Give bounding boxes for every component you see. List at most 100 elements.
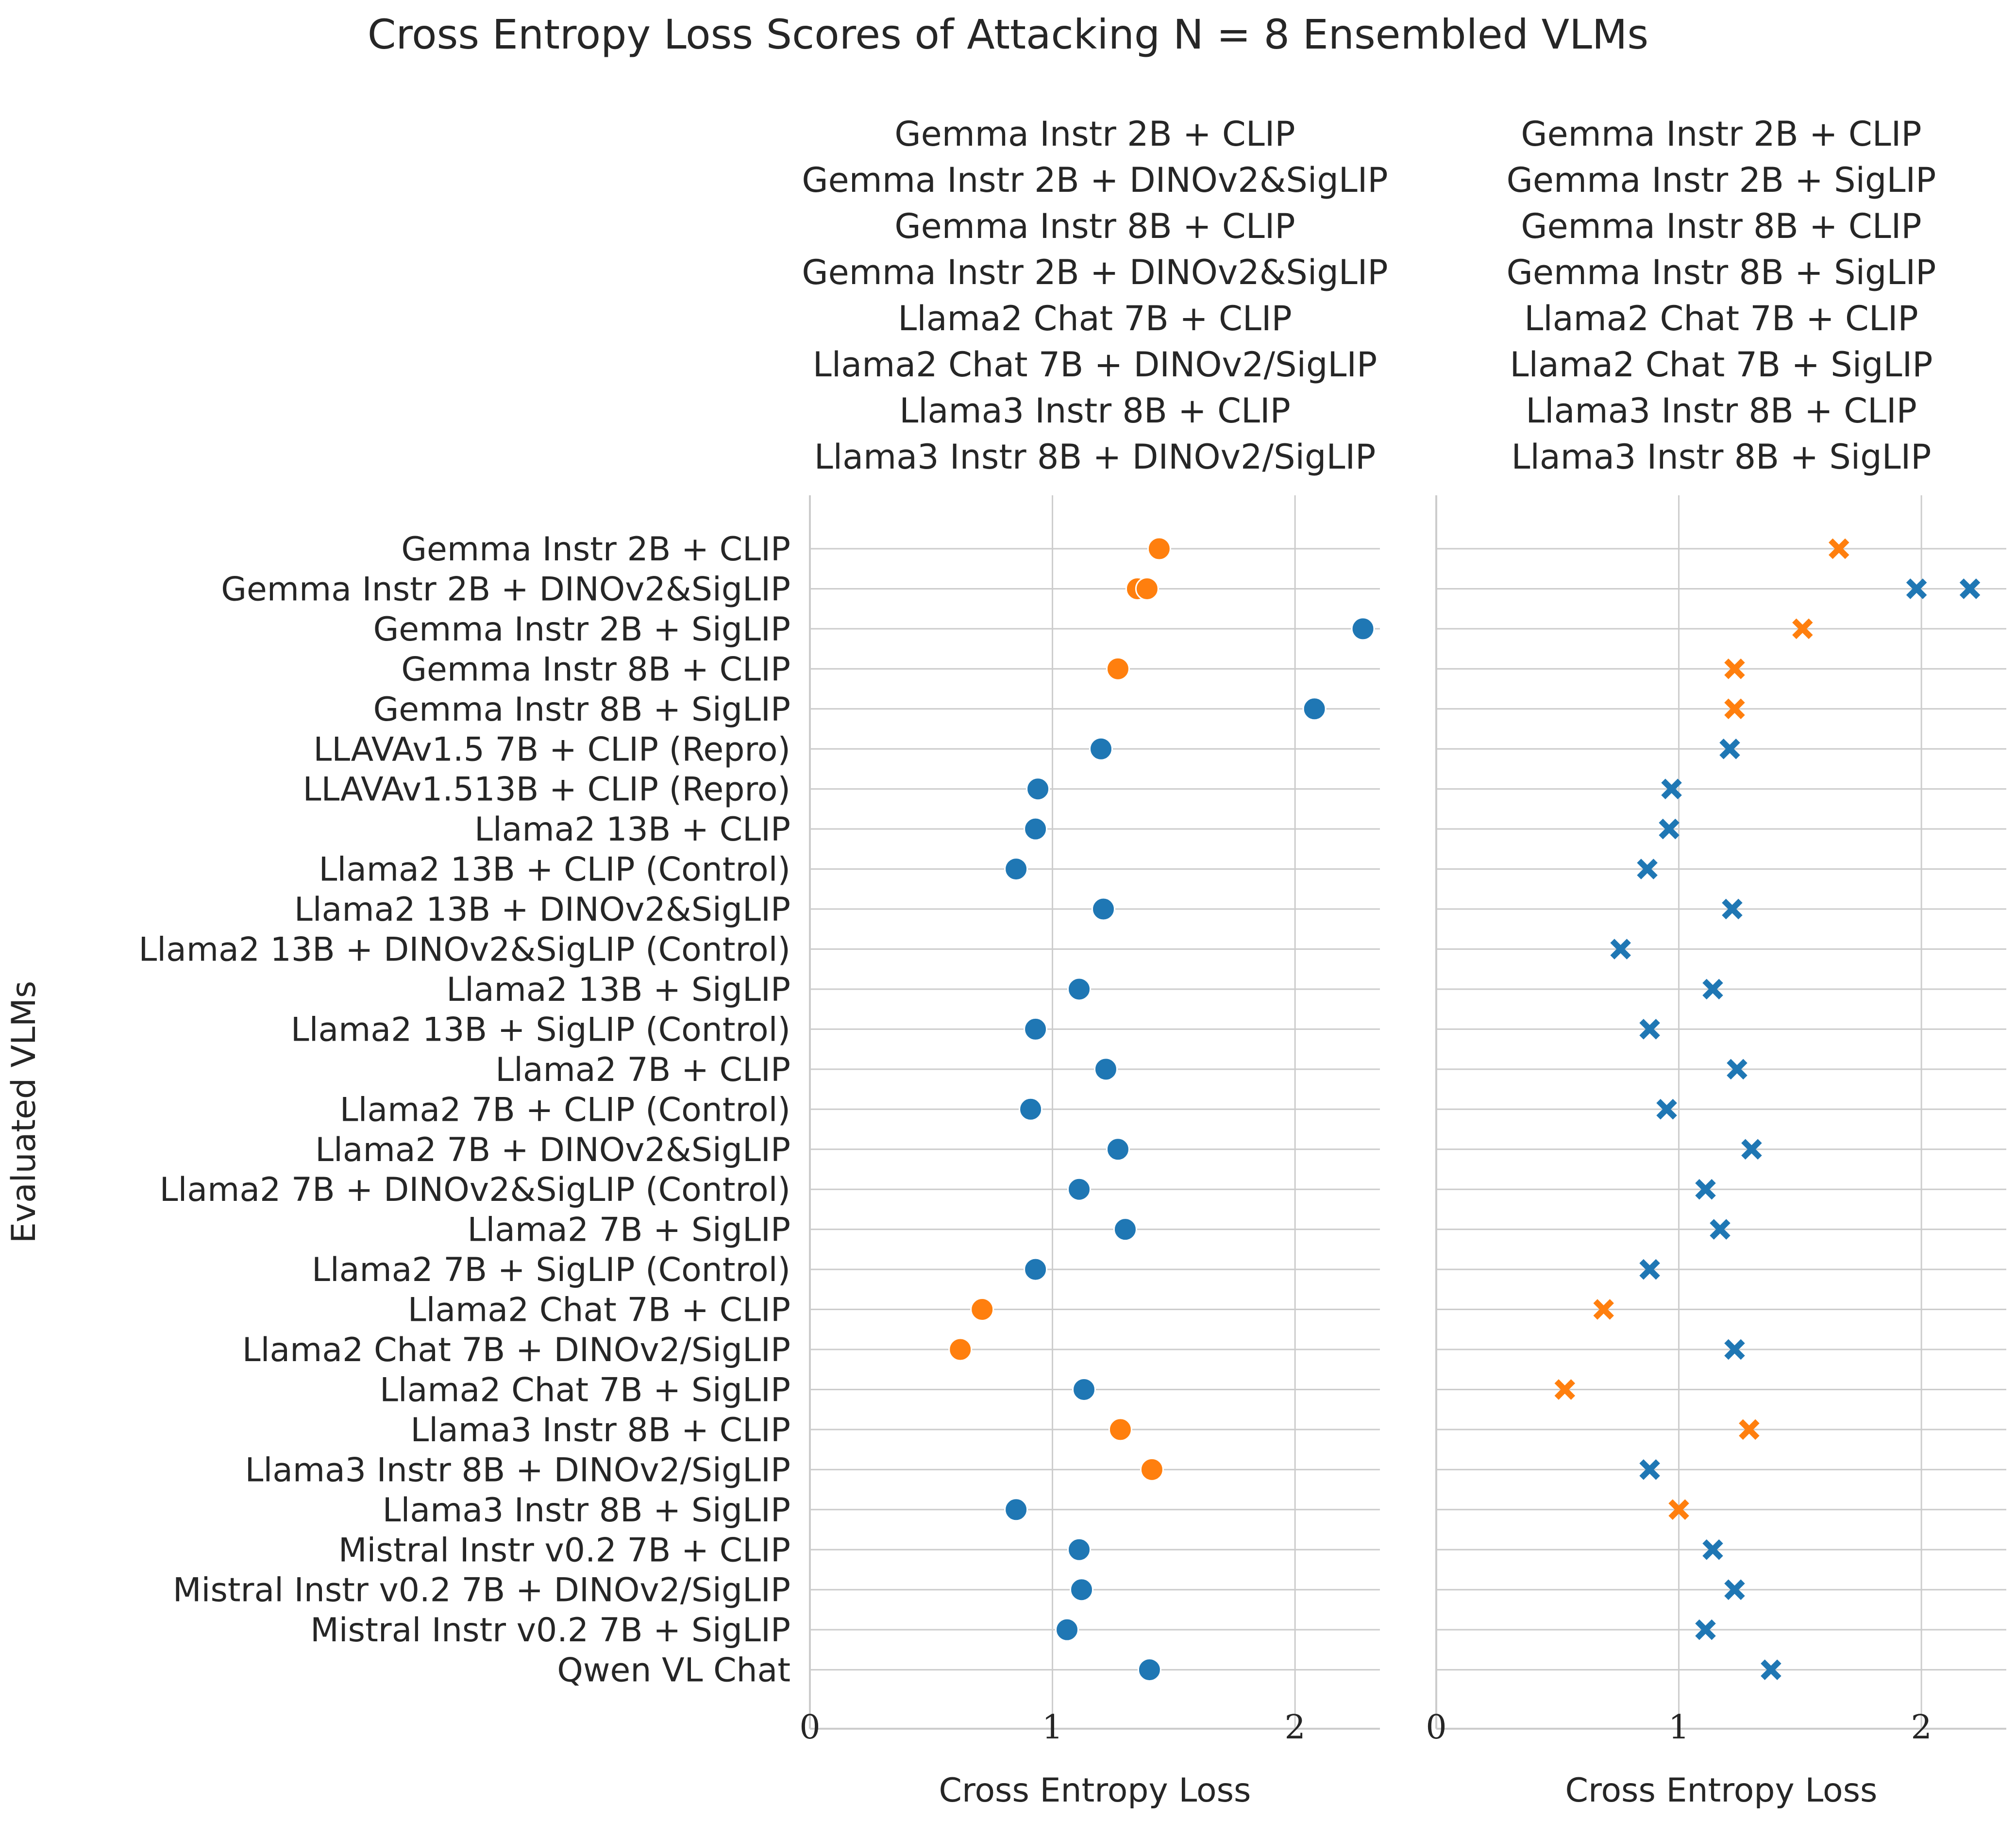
data-point-stroke (1695, 1619, 1716, 1640)
data-point-stroke (1661, 778, 1682, 799)
y-tick-label: Llama2 7B + DINOv2&SigLIP (Control) (160, 1171, 790, 1209)
data-point (1959, 578, 1981, 599)
y-tick-label: Llama3 Instr 8B + DINOv2/SigLIP (245, 1451, 790, 1489)
data-point-stroke (1727, 1059, 1747, 1080)
y-tick-label: Qwen VL Chat (557, 1652, 790, 1690)
y-tick-label: Llama2 13B + DINOv2&SigLIP (294, 891, 790, 929)
data-point (1906, 578, 1927, 599)
x-axis-label: Cross Entropy Loss (939, 1771, 1251, 1810)
data-point-stroke (1722, 898, 1743, 920)
data-point (1719, 739, 1740, 759)
y-tick-label: Llama2 13B + CLIP (474, 810, 790, 849)
panel-title-line: Gemma Instr 2B + DINOv2&SigLIP (802, 160, 1388, 200)
y-tick-label: Llama2 Chat 7B + SigLIP (380, 1371, 790, 1409)
data-point-stroke (1761, 1659, 1781, 1680)
panel-title-line: Gemma Instr 2B + DINOv2&SigLIP (802, 253, 1388, 292)
data-point-stroke (1639, 1459, 1660, 1480)
panel-2: Gemma Instr 2B + CLIP Gemma Instr 2B + Si… (1426, 114, 2006, 1810)
data-point-stroke (1719, 739, 1740, 759)
data-point-stroke (1959, 578, 1981, 599)
panel-title-line: Llama3 Instr 8B + SigLIP (1511, 437, 1931, 477)
data-point-stroke (1659, 818, 1680, 840)
x-tick-label: 0 (799, 1708, 820, 1747)
y-tick-label: Llama2 7B + CLIP (495, 1051, 790, 1089)
y-tick-label: Llama2 7B + SigLIP (467, 1211, 790, 1249)
data-point (1072, 1377, 1096, 1401)
y-tick-label: Llama2 Chat 7B + CLIP (408, 1291, 790, 1330)
data-point (1147, 537, 1171, 561)
panel-title-line: Llama2 Chat 7B + CLIP (1524, 299, 1918, 338)
data-point (1637, 859, 1658, 879)
panel-title-line: Llama2 Chat 7B + DINOv2/SigLIP (813, 345, 1378, 385)
data-point-stroke (1724, 698, 1745, 720)
y-tick-label: Gemma Instr 2B + CLIP (401, 530, 790, 569)
data-point (1639, 1019, 1660, 1040)
y-tick-label: Gemma Instr 2B + DINOv2&SigLIP (221, 570, 790, 608)
y-tick-label: Llama2 13B + SigLIP (Control) (291, 1011, 790, 1049)
data-point (1019, 1097, 1043, 1121)
y-tick-label: Llama2 Chat 7B + DINOv2/SigLIP (242, 1331, 790, 1369)
panel-title-line: Llama3 Instr 8B + CLIP (1526, 391, 1917, 431)
data-point (1659, 818, 1680, 840)
data-point (1710, 1219, 1730, 1240)
panel-title-line: Gemma Instr 8B + CLIP (1521, 206, 1921, 246)
y-tick-label: Llama2 13B + DINOv2&SigLIP (Control) (138, 931, 790, 969)
data-point (1004, 1498, 1028, 1522)
x-tick-label: 2 (1285, 1708, 1306, 1747)
data-point-stroke (1829, 538, 1849, 559)
data-point (1656, 1099, 1677, 1120)
panel-title-line: Gemma Instr 2B + SigLIP (1507, 160, 1936, 200)
panel-title-line: Gemma Instr 8B + SigLIP (1507, 253, 1936, 292)
y-tick-label: Mistral Instr v0.2 7B + DINOv2/SigLIP (173, 1571, 790, 1610)
data-point (1026, 777, 1050, 801)
data-point (1610, 939, 1631, 960)
data-point (1055, 1618, 1079, 1642)
data-point (948, 1337, 973, 1362)
chart-title: Cross Entropy Loss Scores of Attacking N… (368, 11, 1648, 58)
panel-title-line: Llama2 Chat 7B + CLIP (898, 299, 1292, 338)
data-point (1593, 1299, 1614, 1320)
y-tick-label: LLAVAv1.513B + CLIP (Repro) (303, 771, 790, 809)
data-point (1067, 1177, 1092, 1201)
data-point (1106, 657, 1130, 681)
data-point (1089, 737, 1113, 761)
data-point-stroke (1656, 1099, 1677, 1120)
y-tick-label: Llama2 7B + DINOv2&SigLIP (315, 1131, 790, 1169)
data-point (1702, 1539, 1723, 1560)
data-point-stroke (1639, 1259, 1660, 1280)
data-point-stroke (1724, 1579, 1745, 1600)
panel-title-line: Llama3 Instr 8B + DINOv2/SigLIP (814, 437, 1376, 477)
data-point (1722, 898, 1743, 920)
data-point-stroke (1668, 1499, 1689, 1520)
x-tick-label: 1 (1668, 1708, 1689, 1747)
y-tick-label: Llama3 Instr 8B + CLIP (410, 1411, 790, 1449)
data-point-stroke (1610, 939, 1631, 960)
data-point (1695, 1179, 1716, 1200)
data-point (1829, 538, 1849, 559)
data-point (1140, 1457, 1164, 1482)
y-tick-label: Llama2 13B + CLIP (Control) (319, 851, 790, 889)
y-tick-label: Gemma Instr 2B + SigLIP (373, 610, 790, 649)
data-point (1067, 1537, 1092, 1562)
data-point (1091, 897, 1115, 921)
panel-title-line: Gemma Instr 2B + CLIP (894, 114, 1295, 154)
panel-title-line: Llama3 Instr 8B + CLIP (899, 391, 1291, 431)
data-point (1106, 1137, 1130, 1162)
data-point-stroke (1792, 618, 1813, 640)
data-point-stroke (1702, 1539, 1723, 1560)
y-axis-label: Evaluated VLMs (5, 981, 43, 1243)
data-point (1724, 1339, 1745, 1360)
data-point (1135, 576, 1159, 601)
x-tick-label: 2 (1911, 1708, 1932, 1747)
data-point (1024, 817, 1048, 841)
y-tick-label: Llama3 Instr 8B + SigLIP (383, 1491, 790, 1530)
data-point (1724, 658, 1745, 679)
data-point (1024, 1257, 1048, 1281)
data-point (1639, 1259, 1660, 1280)
y-tick-label: Llama2 7B + SigLIP (Control) (312, 1251, 790, 1289)
data-point-stroke (1710, 1219, 1730, 1240)
data-point (1695, 1619, 1716, 1640)
data-point-stroke (1906, 578, 1927, 599)
data-point (1024, 1017, 1048, 1041)
